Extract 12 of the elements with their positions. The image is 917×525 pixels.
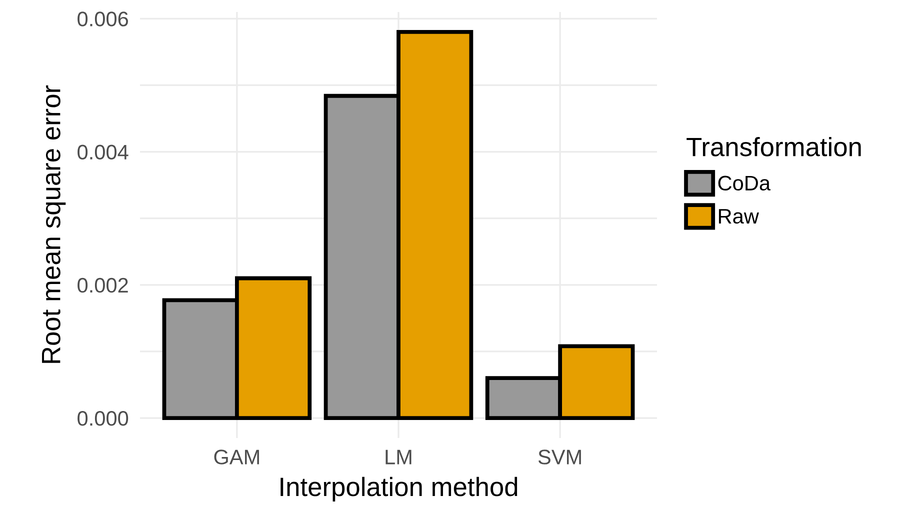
legend-title: Transformation [686, 136, 861, 156]
y-axis-title: Root mean square error [42, 85, 66, 363]
legend-label: CoDa [718, 176, 771, 191]
y-tick-label: 0.002 [78, 278, 128, 293]
y-tick-label: 0.006 [78, 12, 128, 26]
y-tick-label: 0.004 [78, 144, 128, 160]
x-tick-label: GAM [214, 450, 259, 464]
x-tick-label: LM [386, 450, 412, 464]
x-axis-title: Interpolation method [280, 476, 518, 502]
legend-label: Raw [718, 209, 759, 224]
y-tick-label: 0.000 [78, 411, 128, 426]
x-tick-label: SVM [538, 450, 581, 464]
